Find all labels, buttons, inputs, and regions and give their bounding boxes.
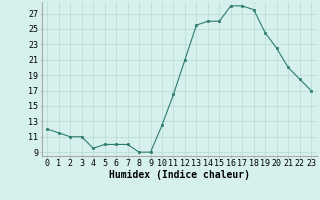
X-axis label: Humidex (Indice chaleur): Humidex (Indice chaleur) [109,170,250,180]
